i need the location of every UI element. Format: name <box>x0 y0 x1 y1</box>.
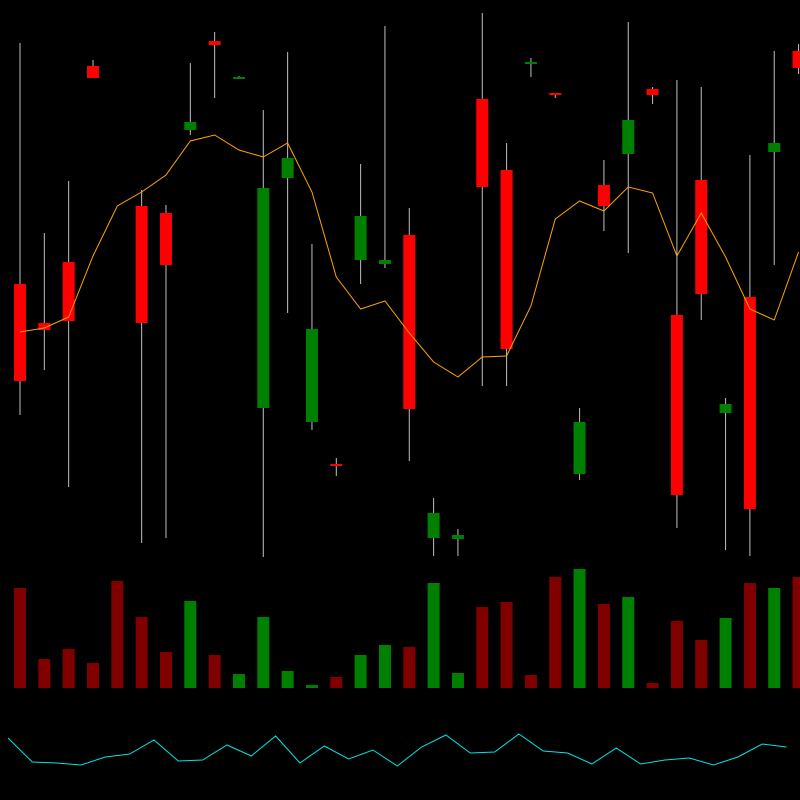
volume-bar <box>38 659 51 688</box>
volume-bar <box>14 588 26 688</box>
candle-body-down <box>14 284 26 381</box>
candle-body-down <box>208 41 221 45</box>
candle-body-up <box>184 122 197 130</box>
candle-body-down <box>597 185 610 206</box>
oscillator-panel <box>7 733 787 767</box>
candle-body-down <box>159 213 172 265</box>
volume-bar <box>743 583 756 688</box>
candle-body-down <box>695 180 708 294</box>
candle-body-up <box>451 535 464 539</box>
candle-body-down <box>476 99 489 187</box>
volume-bar <box>792 577 800 688</box>
volume-panel <box>14 569 800 688</box>
volume-bar <box>62 649 75 688</box>
candle-body-up <box>573 422 586 474</box>
candle-body-down <box>743 297 756 509</box>
price-panel <box>14 13 800 557</box>
candle-body-up <box>622 120 635 154</box>
volume-bar <box>427 583 440 688</box>
moving-average-line <box>19 134 800 378</box>
volume-bar <box>281 671 294 688</box>
candle-body-down <box>403 235 416 409</box>
moving-average-layer <box>19 134 800 378</box>
volume-bar <box>451 673 464 688</box>
candle-body-down <box>86 66 99 78</box>
volume-bar <box>305 685 318 688</box>
candle-body-up <box>305 329 318 422</box>
volume-bar <box>257 617 270 688</box>
candle-body-up <box>524 62 537 64</box>
volume-bar <box>232 674 245 688</box>
candle-body-down <box>500 170 513 349</box>
volume-bar <box>184 601 197 688</box>
volume-bar <box>622 597 635 688</box>
candle-body-down <box>549 93 562 95</box>
volume-bar <box>354 655 367 688</box>
volume-bar <box>768 588 781 688</box>
candle-body-down <box>135 206 148 323</box>
oscillator-line <box>7 733 787 767</box>
volume-bar <box>670 621 683 688</box>
volume-bar <box>646 683 659 688</box>
volume-bar <box>573 569 586 688</box>
volume-bar <box>500 602 513 688</box>
volume-bar <box>330 677 343 688</box>
candle-body-down <box>670 315 683 495</box>
volume-bar <box>208 655 221 688</box>
volume-bar <box>378 645 391 688</box>
volume-bar <box>476 607 489 688</box>
volume-bar <box>111 581 124 688</box>
candle-body-up <box>232 77 245 79</box>
candle-body-down <box>646 89 659 95</box>
candle-body-up <box>719 404 732 413</box>
candle-body-up <box>768 143 781 152</box>
volume-bar <box>695 640 708 688</box>
candle-body-up <box>281 158 294 178</box>
candle-body-up <box>378 260 391 264</box>
candle-body-down <box>62 262 75 321</box>
volume-bar <box>86 663 99 688</box>
candle-body-up <box>354 216 367 260</box>
volume-bar <box>403 647 416 688</box>
volume-bar <box>597 604 610 688</box>
volume-bar <box>159 652 172 688</box>
volume-bar <box>524 675 537 688</box>
volume-bar <box>549 577 562 688</box>
candle-body-up <box>427 513 440 538</box>
volume-bar <box>135 617 148 688</box>
candle-body-down <box>38 323 51 330</box>
candle-body-up <box>257 188 270 408</box>
volume-bar <box>719 618 732 688</box>
candle-body-down <box>792 51 800 68</box>
candle-body-down <box>330 464 343 466</box>
